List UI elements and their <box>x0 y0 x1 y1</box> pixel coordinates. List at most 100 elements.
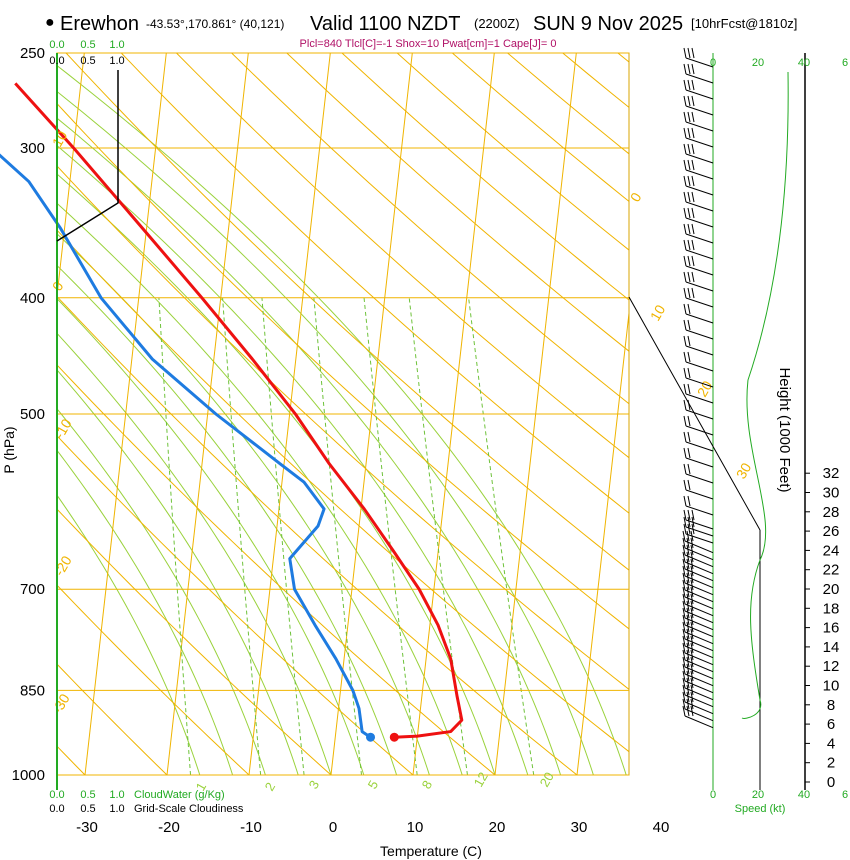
wind-barb-feather <box>682 565 686 577</box>
wind-barb-feather <box>682 607 686 619</box>
wind-barb-feather <box>686 621 690 633</box>
wind-barb-feather <box>691 271 695 283</box>
dry-adiabat-line <box>120 53 629 514</box>
pressure-tick-label: 1000 <box>12 767 45 784</box>
wind-barb-feather <box>686 579 690 591</box>
moist-adiabat-line <box>57 408 266 775</box>
speed-tick: 0 <box>710 789 716 801</box>
dry-adiabat-line <box>57 295 578 775</box>
wind-barb <box>685 377 714 388</box>
wind-barb-feather <box>691 523 695 535</box>
wind-barb-feather <box>683 63 687 75</box>
wind-barb <box>684 603 714 617</box>
height-tick-label: 20 <box>823 581 840 598</box>
cloud-water-tick: 1.0 <box>109 789 124 801</box>
wind-barb-feather <box>691 175 695 187</box>
cloud-water-tick: 0.0 <box>49 39 64 51</box>
wind-barb-feather <box>686 593 690 605</box>
wind-barb <box>684 694 714 708</box>
wind-barb-feather <box>682 544 686 556</box>
dry-adiabat-line <box>57 663 168 775</box>
wind-barb-feather <box>690 607 694 619</box>
isotherm-line <box>659 53 740 775</box>
height-tick-label: 22 <box>823 562 840 579</box>
speed-tick: 40 <box>798 789 810 801</box>
wind-barb <box>685 105 714 116</box>
wind-barb-feather <box>690 530 694 542</box>
pressure-tick-label: 500 <box>20 406 45 423</box>
forecast-hour: [10hrFcst@1810z] <box>691 16 797 31</box>
wind-barb-feather <box>683 239 687 251</box>
temperature-profile <box>14 82 464 739</box>
wind-barb-feather <box>686 649 690 661</box>
wind-barb-feather <box>690 691 694 703</box>
wind-barb-feather <box>683 431 687 443</box>
pressure-tick-label: 700 <box>20 581 45 598</box>
wind-barb-feather <box>687 111 691 123</box>
mixing-ratio-label: 3 <box>306 778 323 792</box>
dry-adiabat-line <box>57 165 629 690</box>
wind-barb <box>684 645 714 659</box>
wind-barb-feather <box>691 191 695 203</box>
wind-barb-feather <box>690 698 694 710</box>
wind-barb <box>685 169 714 180</box>
wind-speed-trace <box>741 71 789 719</box>
wind-barb-feather <box>683 399 687 411</box>
wind-barb-feather <box>682 558 686 570</box>
isotherm-label: -10 <box>51 416 75 442</box>
cloudiness-label: Grid-Scale Cloudiness <box>134 803 244 815</box>
location-name: Erewhon <box>60 13 139 35</box>
wind-barb <box>684 547 714 561</box>
wind-barb-feather <box>683 95 687 107</box>
wind-barb-feather <box>691 509 695 521</box>
wind-barb-feather <box>682 663 686 675</box>
cloud-water-tick: 0.5 <box>80 789 95 801</box>
dry-adiabat-line <box>57 364 496 775</box>
wind-barb <box>685 329 714 340</box>
wind-barb-feather <box>690 642 694 654</box>
wind-barb-feather <box>686 586 690 598</box>
x-tick-label: -30 <box>76 819 98 836</box>
x-tick-label: 20 <box>489 819 506 836</box>
wind-barb-feather <box>686 670 690 682</box>
wind-barb-feather <box>686 600 690 612</box>
wind-barb-feather <box>687 255 691 267</box>
plot-area <box>57 53 740 775</box>
wind-barb-feather <box>690 663 694 675</box>
wind-barb-feather <box>690 558 694 570</box>
wind-barb-feather <box>687 287 691 299</box>
wind-barb-feather <box>683 383 687 395</box>
wind-barb-feather <box>682 579 686 591</box>
moist-adiabat-line <box>57 144 529 775</box>
dry-adiabat-line <box>341 53 629 301</box>
wind-barb-feather <box>686 684 690 696</box>
x-tick-label: 10 <box>407 819 424 836</box>
wind-barb-feather <box>687 143 691 155</box>
wind-barb-feather <box>686 537 690 549</box>
wind-barb-feather <box>691 127 695 139</box>
wind-barb-feather <box>682 670 686 682</box>
wind-barb-feather <box>682 698 686 710</box>
pressure-tick-label: 300 <box>20 140 45 157</box>
wind-barb <box>685 441 714 452</box>
height-tick-label: 4 <box>827 735 835 752</box>
dry-adiabat-line <box>57 584 250 775</box>
wind-barb-feather <box>687 47 691 59</box>
surface-dewpoint-dot <box>366 732 376 742</box>
wind-barb-feather <box>683 287 687 299</box>
wind-barb <box>684 631 714 645</box>
wind-barb-feather <box>682 600 686 612</box>
wind-barb <box>685 201 714 212</box>
dry-adiabat-line <box>506 53 629 155</box>
utc-time: (2200Z) <box>474 16 520 31</box>
wind-barb <box>684 610 714 624</box>
wind-barb <box>685 526 714 537</box>
wind-barb-feather <box>687 383 691 395</box>
wind-barb-feather <box>687 95 691 107</box>
wind-barb <box>684 568 714 582</box>
wind-barb-feather <box>686 628 690 640</box>
wind-barb <box>685 361 714 372</box>
cloud-water-tick: 0.5 <box>80 39 95 51</box>
height-tick-label: 14 <box>823 639 840 656</box>
isotherm-label: 30 <box>733 460 755 482</box>
